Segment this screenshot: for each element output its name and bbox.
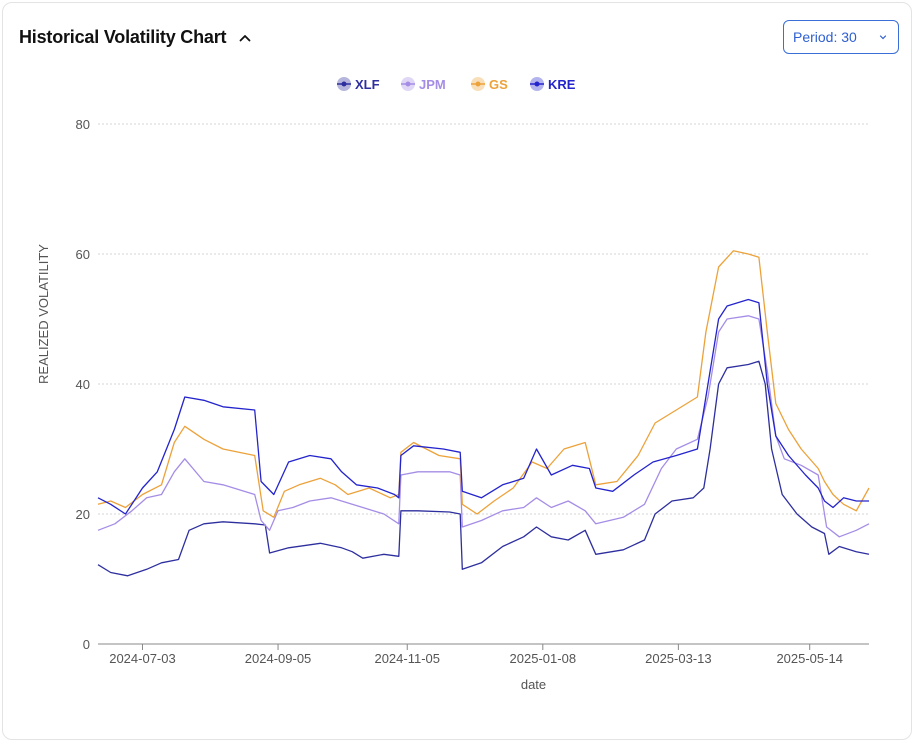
x-tick-label: 2025-01-08 (510, 651, 577, 666)
chart-header: Historical Volatility Chart (19, 27, 252, 48)
x-tick-label: 2024-07-03 (109, 651, 176, 666)
x-tick-label: 2024-11-05 (374, 651, 440, 666)
x-axis-title: date (521, 677, 546, 692)
series-line-gs (97, 250, 870, 518)
legend-label-kre: KRE (548, 77, 576, 92)
legend-marker-dot (341, 81, 347, 87)
x-tick-label: 2024-09-05 (245, 651, 312, 666)
period-select-label: Period: 30 (793, 29, 857, 45)
y-tick-label: 80 (76, 117, 90, 132)
y-tick-label: 60 (76, 247, 90, 262)
legend-label-xlf: XLF (355, 77, 380, 92)
x-tick-label: 2025-05-14 (776, 651, 843, 666)
period-select[interactable]: Period: 30 (783, 20, 899, 54)
chevron-up-icon[interactable] (238, 31, 252, 45)
y-axis-title: REALIZED VOLATILITY (36, 244, 51, 384)
y-tick-label: 0 (83, 637, 90, 652)
legend-marker-dot (405, 81, 411, 87)
series-line-xlf (97, 360, 870, 577)
chart-title: Historical Volatility Chart (19, 27, 227, 47)
chevron-down-icon (879, 35, 887, 40)
legend-label-jpm: JPM (419, 77, 446, 92)
legend-marker-dot (534, 81, 540, 87)
series-line-jpm (97, 315, 870, 538)
legend-label-gs: GS (489, 77, 508, 92)
y-tick-label: 20 (76, 507, 90, 522)
x-tick-label: 2025-03-13 (645, 651, 712, 666)
series-line-kre (97, 298, 869, 515)
legend-marker-dot (475, 81, 481, 87)
y-tick-label: 40 (76, 377, 90, 392)
